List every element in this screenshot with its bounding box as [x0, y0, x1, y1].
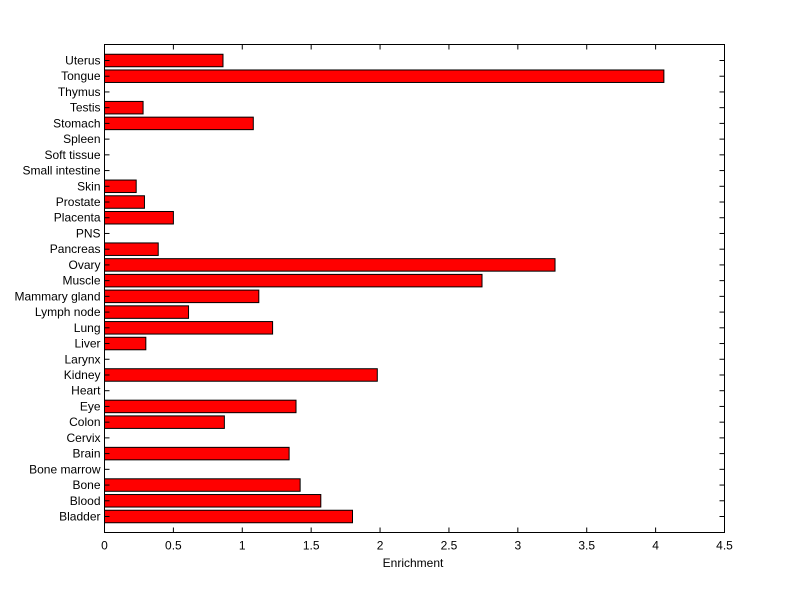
- y-tick-label: Uterus: [65, 54, 100, 68]
- bar-ovary: [104, 258, 556, 272]
- bar-prostate: [104, 195, 145, 209]
- bar-lymph-node: [104, 305, 190, 319]
- y-tick-label: Blood: [70, 494, 101, 508]
- x-tick-label: 2.5: [441, 539, 458, 553]
- bar-bone: [104, 478, 301, 492]
- y-tick-label: Muscle: [62, 274, 100, 288]
- y-tick-label: Bladder: [59, 510, 100, 524]
- bar-bladder: [104, 509, 353, 524]
- y-tick-label: Spleen: [63, 132, 100, 146]
- y-tick-label: Larynx: [64, 352, 100, 366]
- y-tick-label: Brain: [72, 447, 100, 461]
- y-tick-label: Cervix: [66, 431, 100, 445]
- y-tick-label: Skin: [77, 179, 100, 193]
- y-tick-label: Pancreas: [50, 242, 101, 256]
- bar-eye: [104, 399, 297, 414]
- bar-mammary-gland: [104, 289, 260, 304]
- y-tick-label: Ovary: [68, 258, 100, 272]
- y-tick-label: Tongue: [61, 69, 101, 83]
- y-tick-label: Heart: [71, 384, 101, 398]
- y-tick-label: Prostate: [56, 195, 101, 209]
- y-tick-label: Bone: [72, 478, 100, 492]
- bar-placenta: [104, 210, 174, 225]
- bar-tongue: [104, 69, 665, 83]
- bar-uterus: [104, 53, 224, 68]
- bar-pancreas: [104, 242, 159, 256]
- y-tick-label: Eye: [80, 399, 101, 413]
- y-tick-label: Thymus: [58, 85, 101, 99]
- y-tick-label: PNS: [76, 226, 101, 240]
- bar-liver: [104, 336, 147, 351]
- x-tick-label: 1: [239, 539, 246, 553]
- x-tick-label: 3: [514, 539, 521, 553]
- y-tick-label: Colon: [69, 415, 100, 429]
- x-tick-label: 1.5: [303, 539, 320, 553]
- x-tick-label: 0.5: [165, 539, 182, 553]
- y-tick-label: Lymph node: [35, 305, 101, 319]
- y-tick-label: Lung: [74, 321, 101, 335]
- bar-colon: [104, 415, 225, 429]
- y-tick-label: Kidney: [64, 368, 101, 382]
- y-tick-label: Bone marrow: [29, 462, 101, 476]
- x-axis-ticks: 0 0.5 1 1.5 2 2.5 3 3.5 4 4.5: [101, 44, 733, 553]
- bar-lung: [104, 321, 274, 335]
- bar-brain: [104, 446, 290, 461]
- y-tick-label: Testis: [70, 101, 101, 115]
- y-tick-label: Stomach: [53, 116, 100, 130]
- y-tick-label: Mammary gland: [14, 289, 100, 303]
- x-axis-label: Enrichment: [383, 556, 444, 570]
- y-tick-label: Small intestine: [22, 164, 100, 178]
- y-tick-label: Soft tissue: [44, 148, 100, 162]
- bar-muscle: [104, 273, 483, 288]
- bar-stomach: [104, 116, 254, 131]
- x-tick-label: 4: [652, 539, 659, 553]
- bar-blood: [104, 494, 322, 508]
- x-tick-label: 3.5: [578, 539, 595, 553]
- y-tick-label: Liver: [74, 337, 100, 351]
- x-tick-label: 4.5: [716, 539, 733, 553]
- x-tick-label: 2: [377, 539, 384, 553]
- bars-group: [104, 53, 665, 524]
- bar-testis: [104, 100, 144, 115]
- bar-kidney: [104, 368, 378, 382]
- y-tick-label: Placenta: [54, 211, 101, 225]
- plot-frame: [104, 44, 725, 533]
- x-tick-label: 0: [101, 539, 108, 553]
